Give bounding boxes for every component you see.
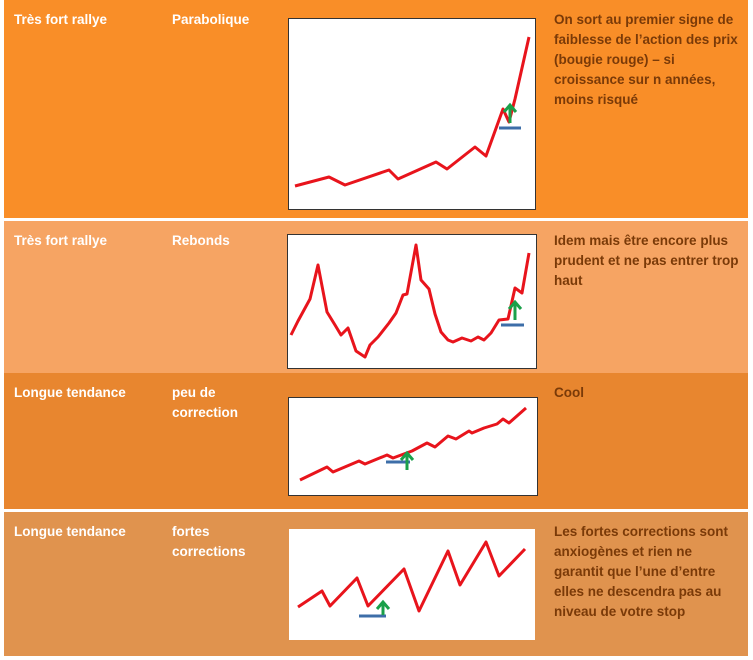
price-line bbox=[297, 540, 527, 613]
price-line bbox=[299, 406, 527, 482]
up-arrow-icon bbox=[502, 102, 518, 123]
comment-cell: On sort au premier signe de faiblesse de… bbox=[554, 12, 738, 107]
profile-cell: peu de correction bbox=[172, 385, 239, 420]
profile-cell: Rebonds bbox=[172, 233, 230, 248]
up-arrow-icon bbox=[507, 299, 523, 320]
table-row: Longue tendance fortes corrections Les f… bbox=[4, 512, 748, 656]
price-line bbox=[294, 36, 531, 188]
table-row: Très fort rallye Rebonds Idem mais être … bbox=[4, 221, 748, 373]
situation-cell: Longue tendance bbox=[14, 385, 126, 400]
parabolic-chart bbox=[288, 18, 536, 210]
price-line bbox=[289, 243, 531, 359]
profile-cell: Parabolique bbox=[172, 12, 250, 27]
table-row: Très fort rallye Parabolique On sort au … bbox=[4, 0, 748, 218]
comment-cell: Idem mais être encore plus prudent et ne… bbox=[554, 233, 739, 288]
table-row: Longue tendance peu de correction Cool bbox=[4, 373, 748, 509]
situation-cell: Très fort rallye bbox=[14, 233, 108, 248]
steady-trend-chart bbox=[288, 397, 538, 496]
strong-corrections-chart bbox=[289, 529, 535, 640]
up-arrow-icon bbox=[375, 599, 391, 615]
up-arrow-icon bbox=[399, 450, 415, 470]
situation-cell: Très fort rallye bbox=[14, 12, 108, 27]
comment-cell: Cool bbox=[554, 385, 584, 400]
comment-cell: Les fortes corrections sont anxiogènes e… bbox=[554, 524, 729, 619]
situation-cell: Longue tendance bbox=[14, 524, 126, 539]
profile-cell: fortes corrections bbox=[172, 524, 246, 559]
rebounds-chart bbox=[287, 234, 537, 369]
